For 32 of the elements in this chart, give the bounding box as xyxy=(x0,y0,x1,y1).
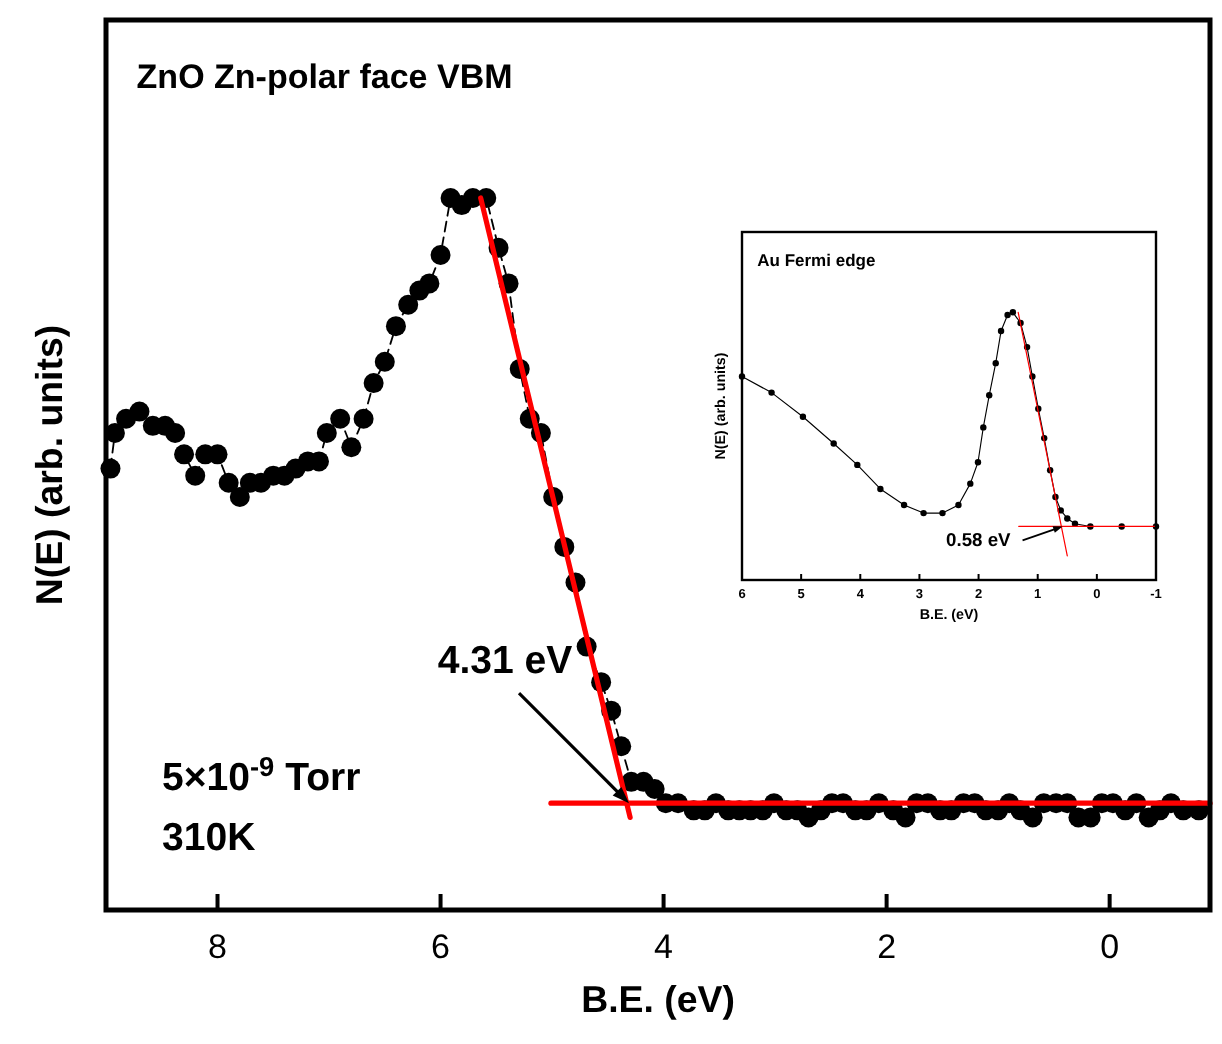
point xyxy=(986,392,993,399)
annotation: 5×10$^{-9}$ Torr xyxy=(162,751,362,800)
x-tick-label: 2 xyxy=(877,927,897,966)
point xyxy=(997,327,1005,335)
x-tick-label: 8 xyxy=(208,927,227,966)
point xyxy=(974,459,982,466)
annotation: 4.31 eV xyxy=(437,639,573,684)
x-tick-label: 4 xyxy=(654,927,674,966)
point xyxy=(955,501,962,509)
point xyxy=(939,509,946,517)
point xyxy=(830,440,837,447)
point xyxy=(1009,309,1017,316)
point xyxy=(768,389,775,396)
x-axis-title: B.E. (eV) xyxy=(581,978,735,1020)
chart-title: ZnO Zn-polar face VBM xyxy=(136,58,513,96)
point xyxy=(1071,520,1079,527)
point xyxy=(900,501,908,509)
chart-title: Au Fermi edge xyxy=(757,250,876,270)
annotation: 0.58 eV xyxy=(946,530,1013,551)
point xyxy=(1004,311,1011,319)
annotation: 310K xyxy=(162,816,256,860)
point xyxy=(1064,515,1071,522)
point xyxy=(877,485,884,493)
y-axis-title: N(E) (arb. units) xyxy=(27,324,70,606)
point xyxy=(799,413,807,420)
point xyxy=(967,480,974,487)
point xyxy=(854,461,861,469)
x-tick-label: 0 xyxy=(1100,927,1120,966)
x-tick-label: 6 xyxy=(431,927,451,966)
point xyxy=(980,424,987,431)
point xyxy=(920,509,927,517)
point xyxy=(992,359,999,367)
